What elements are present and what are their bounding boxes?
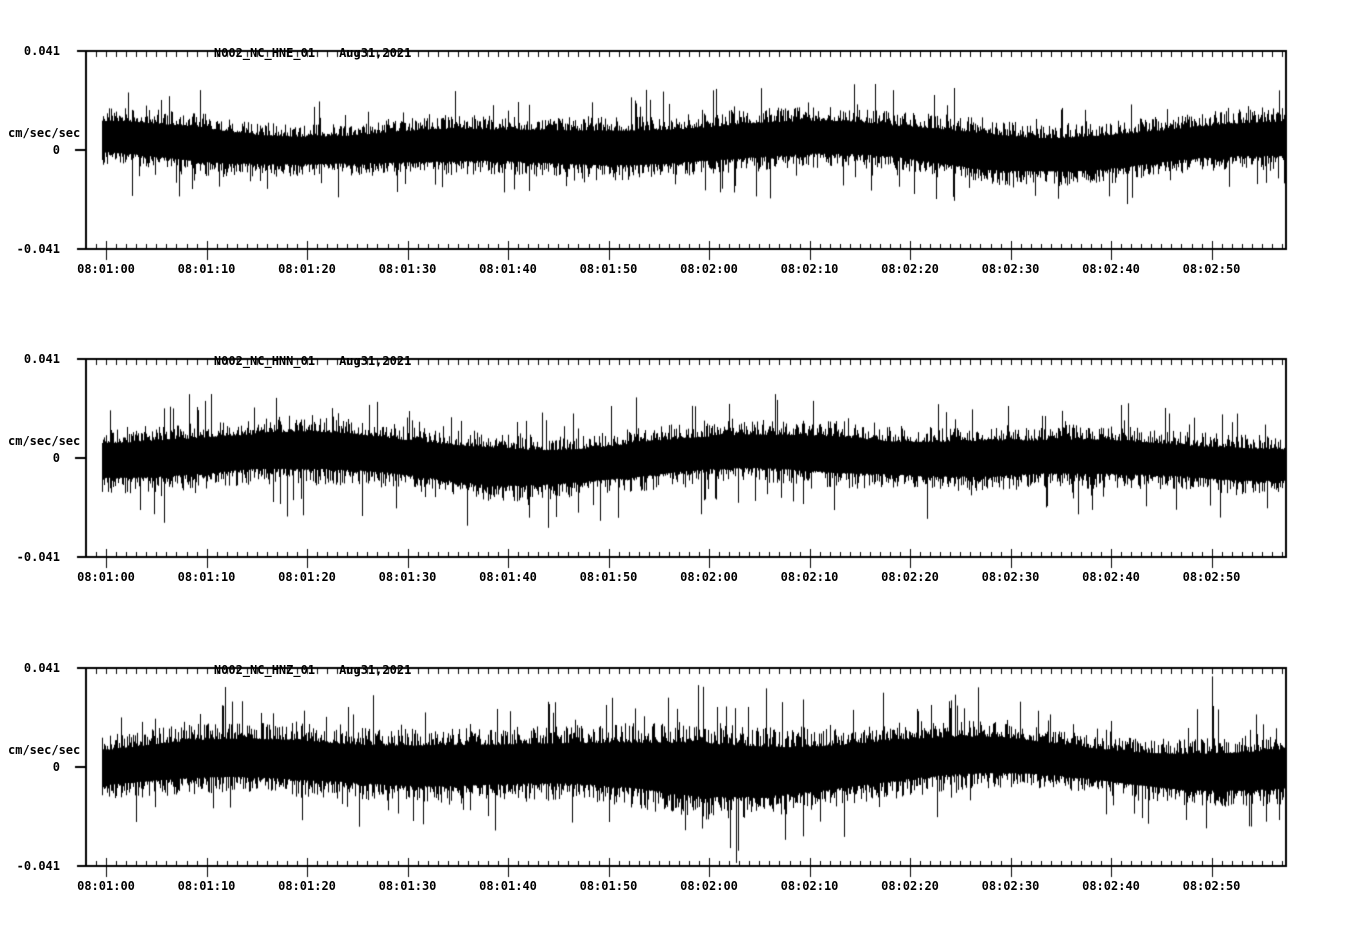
record-date: Aug31,2021 (339, 46, 412, 60)
y-max-label: 0.041 (23, 44, 60, 58)
y-min-label: -0.041 (16, 859, 60, 873)
waveform-plot-hne (0, 0, 1358, 309)
x-tick-label: 08:01:50 (579, 570, 638, 584)
x-tick-label: 08:02:10 (780, 570, 839, 584)
waveform-panel-hnn: N002_NC_HNN_01 Aug31,2021 0.041 cm/sec/se… (0, 308, 1358, 617)
x-tick-label: 08:02:30 (981, 262, 1040, 276)
x-tick-label: 08:02:40 (1082, 879, 1140, 893)
x-tick-label: 08:02:50 (1182, 262, 1241, 276)
panel-title: N002_NC_HNE_01 Aug31,2021 (185, 32, 411, 74)
x-tick-label: 08:01:00 (77, 262, 135, 276)
y-zero-label: 0 (52, 451, 60, 465)
x-tick-label: 08:01:30 (378, 262, 437, 276)
x-tick-label: 08:02:00 (680, 879, 738, 893)
x-tick-label: 08:02:00 (680, 262, 738, 276)
y-zero-label: 0 (52, 143, 60, 157)
x-axis-labels: 08:01:00 08:01:10 08:01:20 08:01:30 08:01:40… (0, 262, 1358, 278)
x-tick-label: 08:01:10 (177, 879, 236, 893)
x-tick-label: 08:01:30 (378, 879, 437, 893)
x-tick-label: 08:02:30 (981, 879, 1040, 893)
panel-title: N002_NC_HNZ_01 Aug31,2021 (185, 649, 411, 691)
x-tick-label: 08:01:50 (579, 879, 638, 893)
station-channel-id: N002_NC_HNE_01 (213, 46, 316, 60)
x-tick-label: 08:02:40 (1082, 570, 1140, 584)
y-max-label: 0.041 (23, 352, 60, 366)
x-tick-label: 08:02:10 (780, 262, 839, 276)
x-tick-label: 08:01:50 (579, 262, 638, 276)
x-tick-label: 08:02:40 (1082, 262, 1140, 276)
x-tick-label: 08:02:10 (780, 879, 839, 893)
record-date: Aug31,2021 (339, 354, 412, 368)
x-tick-label: 08:01:10 (177, 570, 236, 584)
x-axis-labels: 08:01:00 08:01:10 08:01:20 08:01:30 08:01:40… (0, 879, 1358, 895)
y-zero-label: 0 (52, 760, 60, 774)
y-max-label: 0.041 (23, 661, 60, 675)
x-tick-label: 08:02:20 (881, 879, 939, 893)
waveform-plot-hnn (0, 308, 1358, 617)
x-tick-label: 08:01:20 (278, 879, 336, 893)
x-tick-label: 08:02:30 (981, 570, 1040, 584)
y-min-label: -0.041 (16, 550, 60, 564)
x-tick-label: 08:01:40 (479, 570, 537, 584)
x-axis-labels: 08:01:00 08:01:10 08:01:20 08:01:30 08:01:40… (0, 570, 1358, 586)
x-tick-label: 08:02:00 (680, 570, 738, 584)
x-tick-label: 08:02:20 (881, 570, 939, 584)
waveform-panel-hne: N002_NC_HNE_01 Aug31,2021 0.041 cm/sec/se… (0, 0, 1358, 309)
x-tick-label: 08:02:50 (1182, 570, 1241, 584)
x-tick-label: 08:02:50 (1182, 879, 1241, 893)
y-axis-unit-label: cm/sec/sec (8, 434, 81, 448)
station-channel-id: N002_NC_HNZ_01 (213, 663, 316, 677)
waveform-panel-hnz: N002_NC_HNZ_01 Aug31,2021 0.041 cm/sec/se… (0, 617, 1358, 926)
x-tick-label: 08:01:40 (479, 879, 537, 893)
x-tick-label: 08:02:20 (881, 262, 939, 276)
x-tick-label: 08:01:40 (479, 262, 537, 276)
y-axis-unit-label: cm/sec/sec (8, 743, 81, 757)
x-tick-label: 08:01:20 (278, 262, 336, 276)
y-axis-unit-label: cm/sec/sec (8, 126, 81, 140)
x-tick-label: 08:01:10 (177, 262, 236, 276)
x-tick-label: 08:01:20 (278, 570, 336, 584)
x-tick-label: 08:01:00 (77, 879, 135, 893)
station-channel-id: N002_NC_HNN_01 (213, 354, 316, 368)
x-tick-label: 08:01:30 (378, 570, 437, 584)
y-min-label: -0.041 (16, 242, 60, 256)
waveform-plot-hnz (0, 617, 1358, 926)
x-tick-label: 08:01:00 (77, 570, 135, 584)
panel-title: N002_NC_HNN_01 Aug31,2021 (185, 340, 411, 382)
record-date: Aug31,2021 (339, 663, 412, 677)
